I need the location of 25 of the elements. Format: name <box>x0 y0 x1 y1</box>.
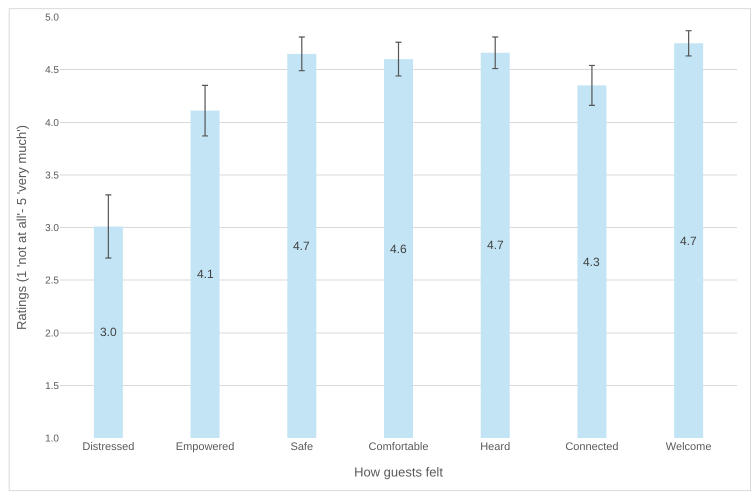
data-label: 4.3 <box>583 255 600 269</box>
data-label: 4.7 <box>680 234 698 248</box>
x-tick-label: Empowered <box>176 441 234 453</box>
data-label: 4.7 <box>293 239 310 253</box>
y-tick-label: 3.0 <box>45 223 60 234</box>
y-tick-label: 1.5 <box>45 380 60 392</box>
y-tick-label: 4.5 <box>45 65 60 76</box>
y-tick-label: 5.0 <box>45 12 60 24</box>
data-label: 4.7 <box>487 238 504 252</box>
x-axis-title: How guests felt <box>354 464 444 480</box>
x-tick-label: Distressed <box>82 441 134 453</box>
data-label: 4.6 <box>390 242 408 256</box>
y-tick-label: 2.0 <box>45 328 60 340</box>
x-tick-label: Comfortable <box>368 441 428 453</box>
x-tick-label: Safe <box>290 441 314 453</box>
y-tick-label: 4.0 <box>45 118 60 129</box>
y-tick-label: 1.0 <box>45 434 60 444</box>
y-tick-label: 2.5 <box>45 276 60 287</box>
data-label: 3.0 <box>100 325 118 339</box>
x-tick-label: Heard <box>480 441 510 453</box>
x-tick-label: Welcome <box>666 441 712 453</box>
y-tick-label: 3.5 <box>45 170 60 182</box>
y-axis-title: Ratings (1 'not at all'- 5 'very much') <box>14 124 30 330</box>
x-tick-label: Connected <box>565 441 619 453</box>
data-label: 4.1 <box>197 267 214 281</box>
